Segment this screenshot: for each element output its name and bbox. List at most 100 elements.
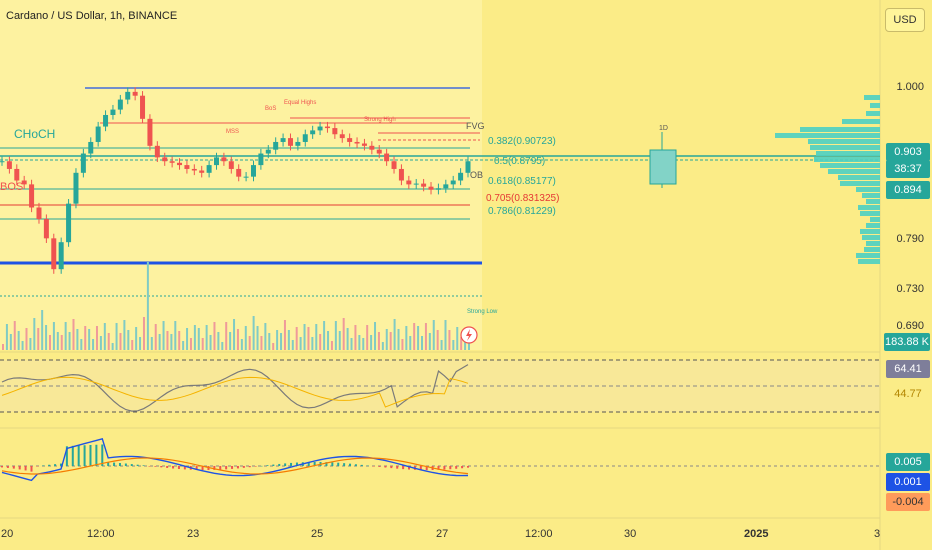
macd-hist-bar — [160, 466, 163, 468]
fib-382-label: 0.382(0.90723) — [488, 136, 556, 147]
fib-618-label: 0.618(0.85177) — [488, 176, 556, 187]
candle-body — [287, 138, 293, 146]
volume-bar — [178, 331, 181, 350]
candle-body — [458, 172, 464, 181]
price-tick: 1.000 — [896, 81, 924, 93]
macd-hist-bar — [24, 466, 27, 471]
volume-bar — [448, 330, 451, 350]
volume-bar — [166, 331, 169, 350]
equal-highs-label: Equal Highs — [284, 100, 316, 106]
macd-hist-bar — [136, 464, 139, 466]
volume-bar — [225, 322, 228, 350]
bos-label: BOS — [0, 181, 23, 193]
volume-bar — [358, 335, 361, 350]
macd-hist-bar — [201, 466, 204, 471]
volume-bar — [236, 329, 239, 350]
time-axis: 20 12:00 23 25 27 12:00 30 2025 3 — [1, 528, 880, 540]
volume-bar — [174, 321, 177, 350]
candle-body — [324, 126, 330, 129]
volume-bar — [37, 328, 40, 350]
volume-profile-bar — [814, 157, 880, 162]
candle-body — [14, 168, 20, 181]
volume-bar — [139, 337, 142, 350]
candle-body — [154, 145, 160, 158]
volume-bar — [29, 338, 32, 350]
volume-bar — [135, 327, 138, 350]
volume-bar — [21, 341, 24, 350]
volume-bar — [366, 325, 369, 350]
candle-body — [184, 165, 190, 169]
volume-bar — [186, 328, 189, 350]
volume-bar — [244, 326, 247, 350]
macd-hist-bar — [425, 466, 428, 471]
macd-line — [1, 437, 469, 482]
candle-body — [51, 238, 57, 270]
time-tick: 12:00 — [87, 528, 115, 540]
macd-hist-bar — [124, 463, 127, 466]
volume-bar — [428, 333, 431, 350]
macd-hist-bar — [1, 466, 3, 468]
volume-bar — [60, 335, 63, 350]
currency-selector[interactable]: USD — [885, 8, 925, 32]
volume-profile-bar — [856, 253, 880, 258]
macd-hist-bar — [384, 466, 387, 468]
volume-bar — [41, 310, 44, 350]
volume-bar — [127, 330, 130, 350]
volume-bar — [291, 340, 294, 350]
volume-bar — [381, 342, 384, 350]
macd-hist-bar — [118, 463, 121, 466]
volume-bar — [413, 323, 416, 350]
volume-profile-bar — [820, 163, 880, 168]
macd-hist-bar — [443, 466, 446, 470]
volume-badge: 183.88 K — [884, 333, 930, 351]
macd-hist-bar — [107, 462, 110, 466]
volume-bar — [56, 332, 59, 350]
macd-hist-bar — [278, 463, 281, 466]
candle-body — [258, 153, 264, 166]
macd-histogram — [1, 444, 469, 472]
macd-hist-badge: 0.005 — [886, 453, 930, 471]
fib-705-label: 0.705(0.831325) — [486, 193, 559, 204]
volume-profile-bar — [864, 95, 880, 100]
macd-hist-bar — [437, 466, 440, 470]
bos-small-label: BoS — [265, 106, 276, 112]
candle-body — [465, 161, 471, 173]
volume-bar — [311, 337, 314, 350]
candle-body — [58, 242, 64, 270]
candle-body — [391, 161, 397, 169]
volume-bar — [440, 340, 443, 350]
volume-profile-bar — [870, 103, 880, 108]
candle-body — [21, 180, 27, 185]
volume-bar — [162, 321, 165, 350]
volume-profile-bar — [842, 119, 880, 124]
volume-bar — [33, 318, 36, 350]
candle-body — [103, 114, 109, 127]
volume-bar — [315, 324, 318, 350]
volume-profile-bar — [816, 151, 880, 156]
volume-profile-bar — [838, 175, 880, 180]
time-tick: 25 — [311, 528, 323, 540]
volume-bar — [209, 335, 212, 350]
candle-body — [162, 157, 168, 162]
volume-profile-bar — [858, 205, 880, 210]
macd-hist-bar — [12, 466, 15, 469]
volume-bar — [9, 334, 12, 350]
volume-bar — [119, 333, 122, 350]
macd-hist-bar — [402, 466, 405, 470]
volume-bar — [52, 322, 55, 350]
mss-small-label: MSS — [226, 129, 239, 135]
volume-bar — [25, 328, 28, 350]
macd-hist-bar — [183, 466, 186, 470]
candle-body — [243, 176, 249, 178]
macd-hist-bar — [272, 464, 275, 466]
volume-bar — [268, 333, 271, 350]
macd-hist-bar — [284, 463, 287, 466]
volume-bar — [146, 262, 149, 350]
candle-body — [95, 126, 101, 142]
volume-bar — [432, 320, 435, 350]
volume-bar — [2, 344, 4, 350]
volume-bar — [421, 336, 424, 350]
volume-profile-bar — [856, 187, 880, 192]
macd-hist-bar — [360, 464, 363, 466]
